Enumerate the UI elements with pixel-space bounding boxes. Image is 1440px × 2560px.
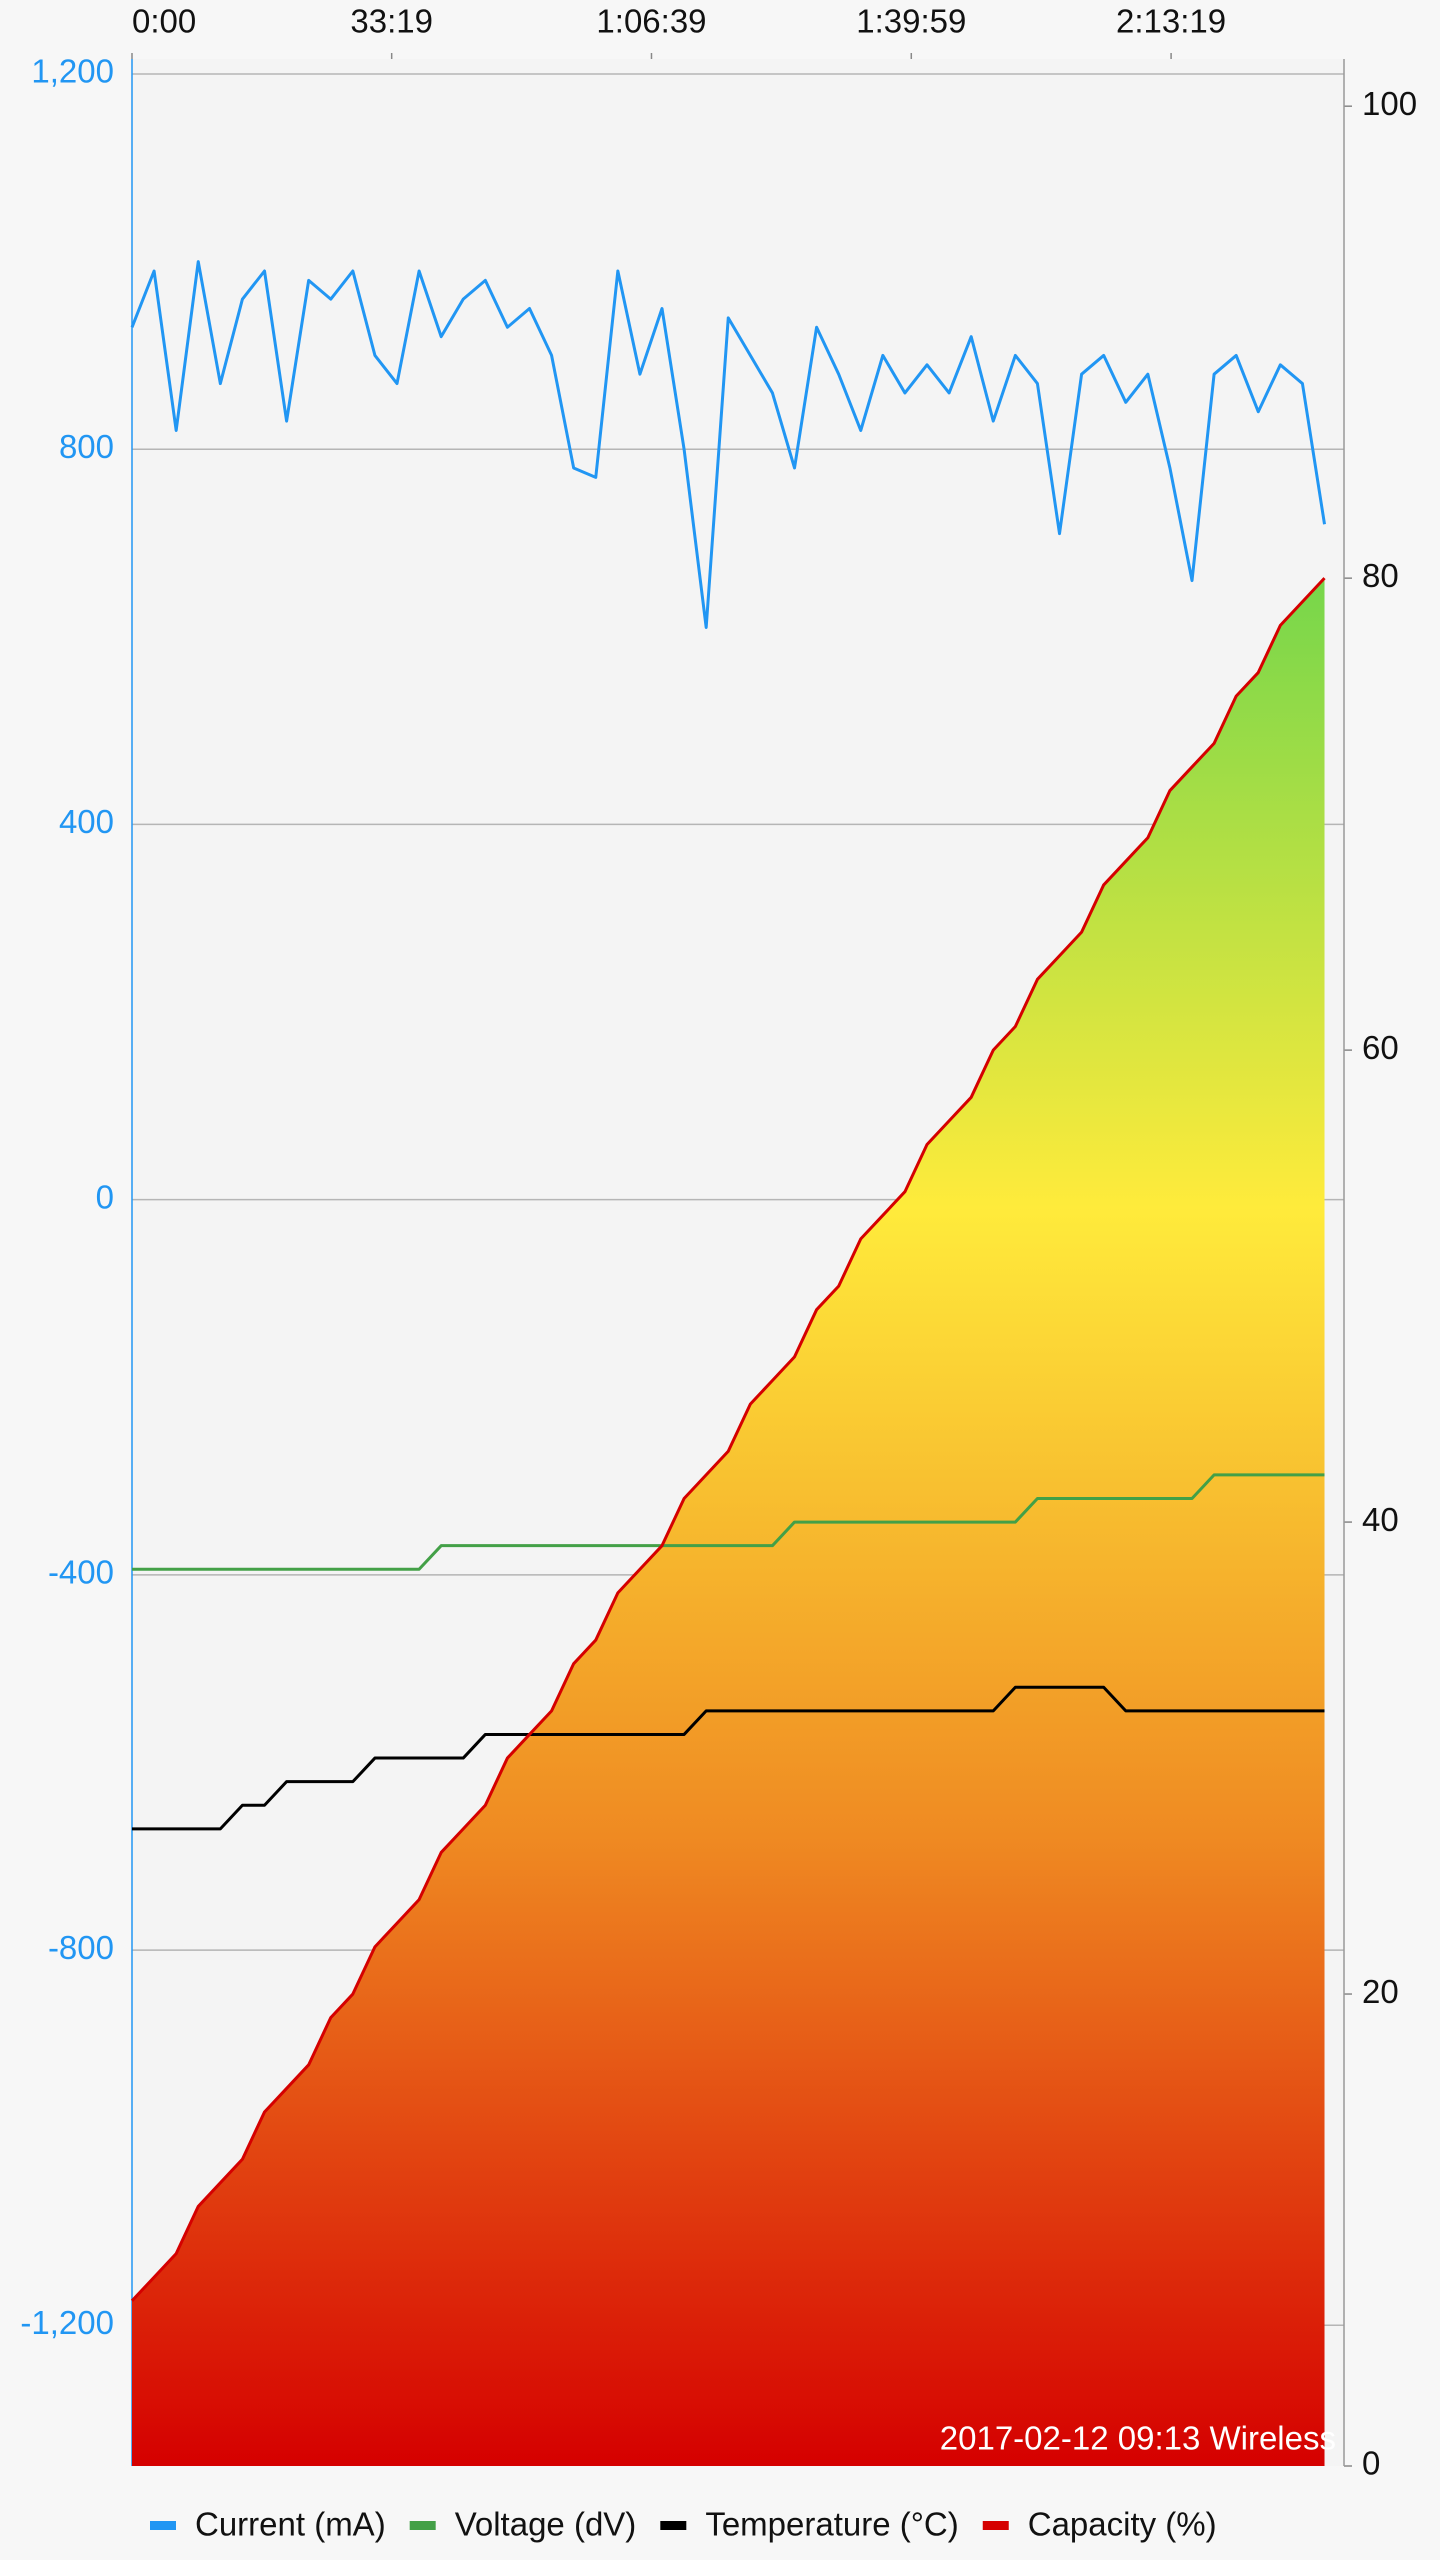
y2-tick-label: 0 [1362,2445,1380,2482]
annotation: 2017-02-12 09:13 Wireless [940,2420,1336,2457]
legend-label: Voltage (dV) [455,2506,637,2543]
y2-tick-label: 20 [1362,1973,1399,2010]
y-tick-label: 400 [59,803,114,840]
legend-swatch [409,2521,436,2530]
legend-label: Capacity (%) [1028,2506,1217,2543]
x-tick-label: 1:06:39 [596,3,706,40]
x-tick-label: 0:00 [132,3,196,40]
legend-swatch [982,2521,1009,2530]
y-tick-label: 1,200 [31,53,114,90]
y-tick-label: 800 [59,428,114,465]
y2-tick-label: 40 [1362,1501,1399,1538]
y2-tick-label: 100 [1362,85,1417,122]
y-tick-label: -800 [48,1929,114,1966]
y2-tick-label: 60 [1362,1029,1399,1066]
line [130,577,1326,2302]
y2-tick-label: 80 [1362,557,1399,594]
legend-label: Temperature (°C) [705,2506,958,2543]
y-tick-label: -1,200 [20,2304,114,2341]
line [130,260,1326,629]
y-tick-label: -400 [48,1554,114,1591]
legend-swatch [660,2521,687,2530]
x-tick-label: 33:19 [350,3,433,40]
area [132,578,1325,2466]
x-tick-label: 1:39:59 [856,3,966,40]
line [132,1473,1325,1571]
legend-label: Current (mA) [195,2506,386,2543]
legend-swatch [150,2521,176,2530]
x-tick-label: 2:13:19 [1116,3,1226,40]
line [132,1685,1325,1831]
y-tick-label: 0 [96,1178,114,1215]
